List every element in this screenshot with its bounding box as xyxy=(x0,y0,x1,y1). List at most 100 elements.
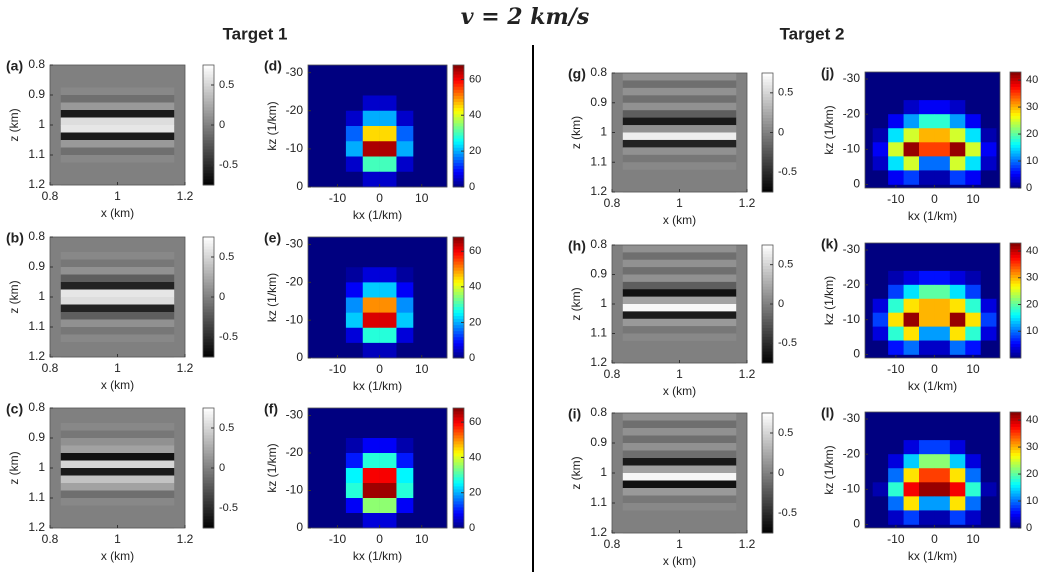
heatmap-cell xyxy=(329,110,347,127)
colorbar-segment xyxy=(203,330,214,334)
colorbar-segment xyxy=(203,92,214,96)
image-row xyxy=(60,490,175,499)
colorbar-segment xyxy=(453,483,464,487)
heatmap-cell xyxy=(430,297,448,313)
colorbar-segment xyxy=(762,138,773,142)
colorbar-segment xyxy=(762,416,773,420)
colorbar-segment xyxy=(1010,243,1021,247)
heatmap-cell xyxy=(903,340,920,355)
colorbar-segment xyxy=(762,245,773,249)
colorbar-segment xyxy=(1010,297,1021,301)
heatmap-cell xyxy=(872,243,889,258)
colorbar-segment xyxy=(203,432,214,436)
colorbar-segment xyxy=(1010,280,1021,284)
colorbar-segment xyxy=(762,295,773,299)
image-row xyxy=(60,334,175,343)
heatmap-cell xyxy=(362,171,380,188)
colorbar-segment xyxy=(453,165,464,170)
image-row xyxy=(60,468,175,476)
colorbar-segment xyxy=(762,491,773,495)
heatmap-cell xyxy=(903,128,920,143)
y-tick-label: 1 xyxy=(38,460,45,474)
heatmap-cell xyxy=(965,510,982,525)
image-row xyxy=(622,473,737,481)
colorbar-tick-label: 0 xyxy=(1026,182,1032,194)
heatmap-cell xyxy=(430,327,448,344)
image-row xyxy=(622,428,737,436)
heatmap-cell xyxy=(980,270,997,286)
colorbar-tick-label: 40 xyxy=(469,451,481,463)
colorbar-segment xyxy=(453,351,464,356)
heatmap-cell xyxy=(919,510,935,525)
heatmap-cell xyxy=(413,342,431,359)
colorbar-segment xyxy=(762,108,773,113)
image-row xyxy=(622,465,737,474)
image-row xyxy=(60,244,175,253)
colorbar-segment xyxy=(762,123,773,127)
colorbar-segment xyxy=(762,506,773,510)
heatmap-cell xyxy=(919,496,935,511)
image-row xyxy=(622,311,737,320)
colorbar-segment xyxy=(762,428,773,432)
colorbar-segment xyxy=(1010,263,1021,267)
heatmap-cell xyxy=(949,468,966,483)
y-axis-label: z (km) xyxy=(569,116,583,149)
image-row xyxy=(60,438,175,446)
heatmap-cell xyxy=(965,128,982,143)
heatmap-cell xyxy=(903,270,920,286)
colorbar-tick-label: 60 xyxy=(469,416,481,428)
heatmap-cell xyxy=(329,423,347,439)
colorbar-segment xyxy=(762,280,773,284)
heatmap-cell xyxy=(312,126,330,142)
colorbar-segment xyxy=(203,447,214,451)
colorbar-segment xyxy=(1010,147,1021,151)
heatmap-cell xyxy=(934,156,951,171)
image-row xyxy=(60,147,175,156)
colorbar-segment xyxy=(1010,441,1021,445)
heatmap-cell xyxy=(888,156,904,171)
colorbar-segment xyxy=(453,261,464,265)
heatmap-cell xyxy=(872,326,889,341)
colorbar-segment xyxy=(453,333,464,338)
image-row xyxy=(622,488,737,496)
colorbar-segment xyxy=(453,495,464,499)
colorbar-segment xyxy=(1010,343,1021,347)
heatmap-cell xyxy=(396,171,414,188)
colorbar-segment xyxy=(203,408,214,412)
heatmap-cell xyxy=(980,256,997,272)
heatmap-cell xyxy=(980,72,997,87)
heatmap-cell xyxy=(329,65,347,81)
colorbar-segment xyxy=(762,479,773,483)
heatmap-cell xyxy=(362,513,380,529)
colorbar-tick-label: 20 xyxy=(469,145,481,157)
heatmap-cell xyxy=(362,453,380,469)
heatmap-cell xyxy=(980,482,997,497)
colorbar-segment xyxy=(203,420,214,424)
heatmap-cell xyxy=(872,440,889,455)
heatmap-cell xyxy=(888,312,904,327)
colorbar-segment xyxy=(203,504,214,508)
heatmap-cell xyxy=(919,426,935,441)
x-tick-label: 0 xyxy=(376,191,383,205)
image-row xyxy=(622,110,737,118)
colorbar-tick-label: 0 xyxy=(778,126,784,138)
colorbar-segment xyxy=(762,162,773,166)
y-tick-label: 0 xyxy=(853,177,860,191)
colorbar-segment xyxy=(1010,449,1021,453)
heatmap-cell xyxy=(329,282,347,298)
heatmap-cell xyxy=(396,513,414,529)
heatmap-cell xyxy=(413,80,431,96)
y-tick-label: 1.2 xyxy=(28,177,45,191)
colorbar-segment xyxy=(453,138,464,142)
y-tick-label: 0.8 xyxy=(28,57,45,71)
colorbar-segment xyxy=(1010,95,1021,99)
image-row xyxy=(622,510,737,519)
colorbar-segment xyxy=(203,137,214,141)
heatmap-cell xyxy=(396,141,414,157)
colorbar-segment xyxy=(1010,513,1021,517)
colorbar-segment xyxy=(453,243,464,247)
colorbar-segment xyxy=(1010,525,1021,529)
x-axis-label: x (km) xyxy=(101,549,134,563)
colorbar-segment xyxy=(762,351,773,355)
colorbar-segment xyxy=(762,515,773,519)
